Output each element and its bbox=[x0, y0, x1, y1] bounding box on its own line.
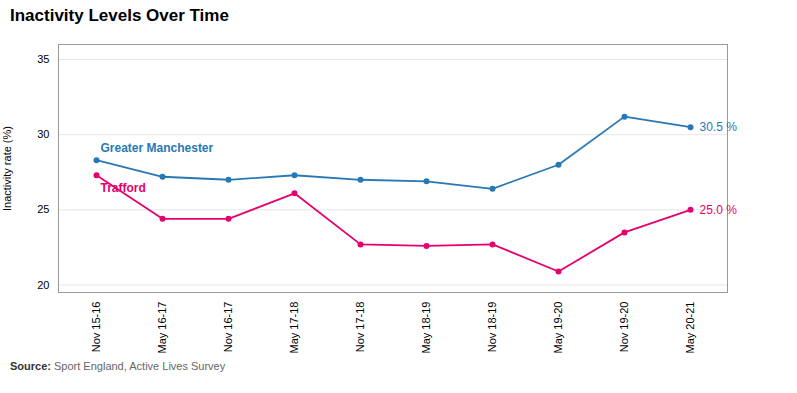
svg-text:30.5 %: 30.5 % bbox=[700, 120, 738, 134]
svg-text:Nov 16-17: Nov 16-17 bbox=[222, 302, 234, 353]
svg-text:Nov 18-19: Nov 18-19 bbox=[486, 302, 498, 353]
svg-text:May 19-20: May 19-20 bbox=[552, 302, 564, 354]
svg-text:25.0 %: 25.0 % bbox=[700, 203, 738, 217]
html-text:Source: Sport England, Active: Source: Sport England, Active Lives Surv… bbox=[10, 360, 226, 372]
svg-text:Nov 17-18: Nov 17-18 bbox=[354, 302, 366, 353]
svg-text:Nov 15-16: Nov 15-16 bbox=[90, 302, 102, 353]
svg-text:35: 35 bbox=[37, 53, 49, 65]
svg-text:20: 20 bbox=[37, 279, 49, 291]
svg-text:May 18-19: May 18-19 bbox=[420, 302, 432, 354]
svg-text:May 16-17: May 16-17 bbox=[156, 302, 168, 354]
svg-text:May 17-18: May 17-18 bbox=[288, 302, 300, 354]
svg-text:Nov 19-20: Nov 19-20 bbox=[618, 302, 630, 353]
svg-text:30: 30 bbox=[37, 128, 49, 140]
svg-text:Trafford: Trafford bbox=[101, 181, 146, 195]
svg-text:25: 25 bbox=[37, 203, 49, 215]
svg-text:Greater Manchester: Greater Manchester bbox=[101, 141, 214, 155]
html-text:Inactivity Levels Over Time: Inactivity Levels Over Time bbox=[10, 6, 229, 25]
svg-text:May 20-21: May 20-21 bbox=[684, 302, 696, 354]
svg-text:Inactivity rate (%): Inactivity rate (%) bbox=[1, 126, 13, 211]
